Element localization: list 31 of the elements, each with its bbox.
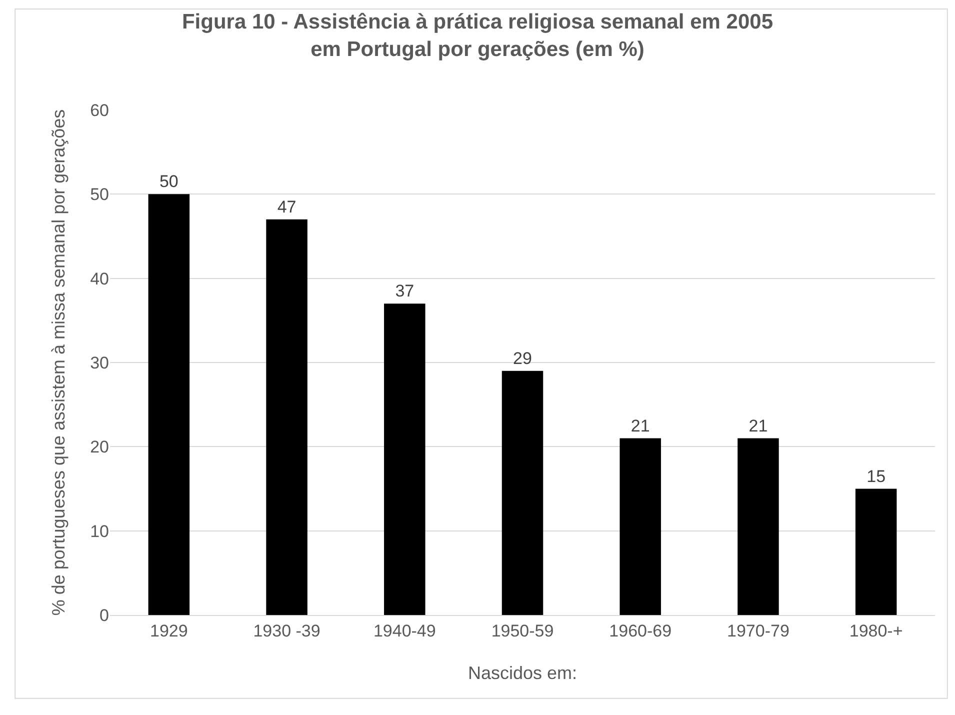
x-tick-label: 1960-69 [609, 621, 672, 640]
chart-title: Figura 10 - Assistência à prática religiosa semanal em 2005 em Portugal por gerações (em %) [182, 10, 774, 61]
x-tick-label: 1940-49 [373, 621, 436, 640]
bar [855, 488, 897, 615]
bar [738, 438, 779, 615]
bar [620, 438, 661, 615]
bar [148, 194, 190, 615]
x-tick-label: 1980-+ [849, 621, 903, 640]
y-tick-label: 10 [90, 522, 109, 541]
data-label: 29 [513, 348, 532, 368]
x-axis-title: Nascidos em: [468, 663, 578, 683]
data-label: 21 [630, 416, 650, 436]
x-tick-label: 1930 -39 [253, 621, 320, 640]
y-tick-label: 50 [90, 185, 109, 204]
data-label: 50 [159, 172, 178, 192]
y-tick-label: 0 [100, 606, 109, 625]
data-label: 15 [866, 466, 886, 486]
x-tick-label: 1929 [150, 621, 188, 640]
y-tick-label: 20 [90, 438, 109, 457]
bar [502, 370, 544, 615]
bar [384, 304, 426, 615]
data-label: 21 [748, 416, 768, 436]
x-tick-label: 1950-59 [491, 621, 554, 640]
y-tick-label: 30 [90, 353, 109, 372]
data-label: 47 [277, 197, 296, 216]
y-tick-label: 40 [90, 269, 109, 288]
data-label: 37 [395, 282, 414, 301]
y-axis-title: % de portugueses que assistem à missa semanal por gerações [48, 109, 68, 616]
bar [266, 219, 308, 615]
x-tick-label: 1970-79 [727, 621, 790, 640]
y-tick-label: 60 [90, 100, 109, 120]
